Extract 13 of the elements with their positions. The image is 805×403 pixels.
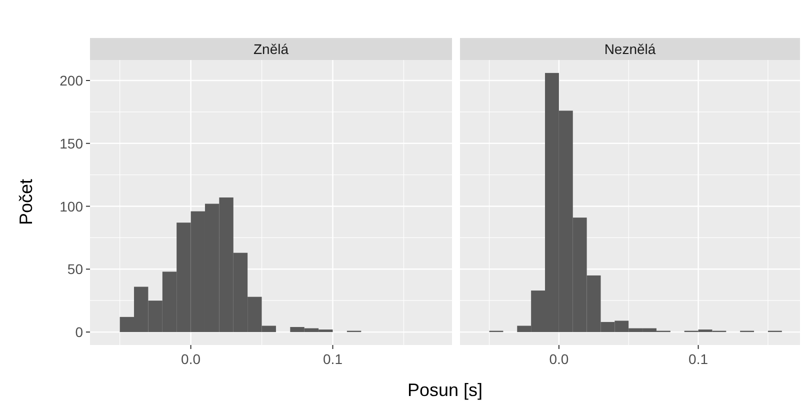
- y-tick-label: 100: [60, 198, 84, 214]
- x-tick-label: 0.0: [549, 351, 569, 367]
- y-tick-label: 150: [60, 135, 84, 152]
- x-axis-title: Posun [s]: [407, 380, 483, 400]
- x-tick-label: 0.1: [688, 351, 708, 367]
- x-tick-label: 0.1: [323, 351, 343, 367]
- chart-title: Neznělá: [604, 41, 656, 57]
- y-tick-label: 0: [75, 324, 84, 340]
- y-tick-label: 200: [60, 72, 84, 88]
- y-axis-title: Počet: [16, 178, 36, 226]
- y-tick-label: 50: [67, 261, 84, 278]
- x-tick-label: 0.0: [181, 351, 201, 367]
- chart-title: Znělá: [253, 41, 289, 57]
